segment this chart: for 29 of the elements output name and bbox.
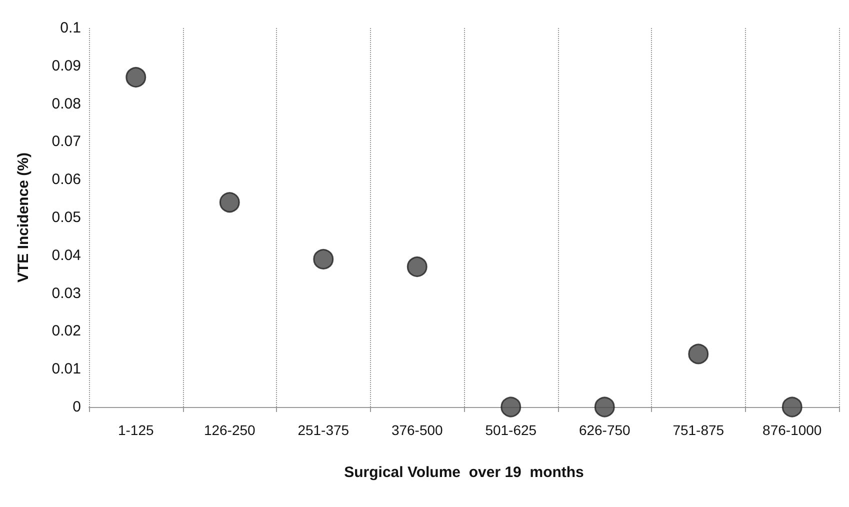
point [406,256,428,278]
y-tick-label: 0.08 [52,95,81,112]
x-tick-label: 251-375 [298,422,350,438]
y-axis-title: VTE Incidence (%) [15,152,32,283]
y-tick-label: 0.03 [52,284,81,302]
point [313,248,334,270]
x-tick-label: 876-1000 [762,422,822,438]
y-tick-label: 0.06 [52,171,81,188]
x-tick-label: 501-625 [485,422,537,438]
point [126,67,146,88]
x-tick-label: 751-875 [672,422,724,438]
point [500,396,522,418]
x-tick-label: 376-500 [391,422,444,438]
point [219,192,240,213]
y-tick-label: 0 [72,398,81,416]
point [688,344,709,364]
x-tick-label: 626-750 [578,422,631,438]
point [782,396,802,418]
y-tick-label: 0.05 [52,209,81,226]
x-tick-label: 126-250 [204,422,256,438]
x-tick-label: 1-125 [118,422,154,438]
y-tick-label: 0.01 [52,360,81,378]
point [594,396,615,418]
y-tick-label: 0.09 [52,57,81,74]
y-tick-label: 0.04 [52,246,81,264]
y-tick-label: 0.07 [52,133,81,150]
y-tick-label: 0.02 [52,322,81,340]
x-axis-title: Surgical Volume over 19 months [344,464,584,481]
y-tick-label: 0.1 [60,20,81,36]
